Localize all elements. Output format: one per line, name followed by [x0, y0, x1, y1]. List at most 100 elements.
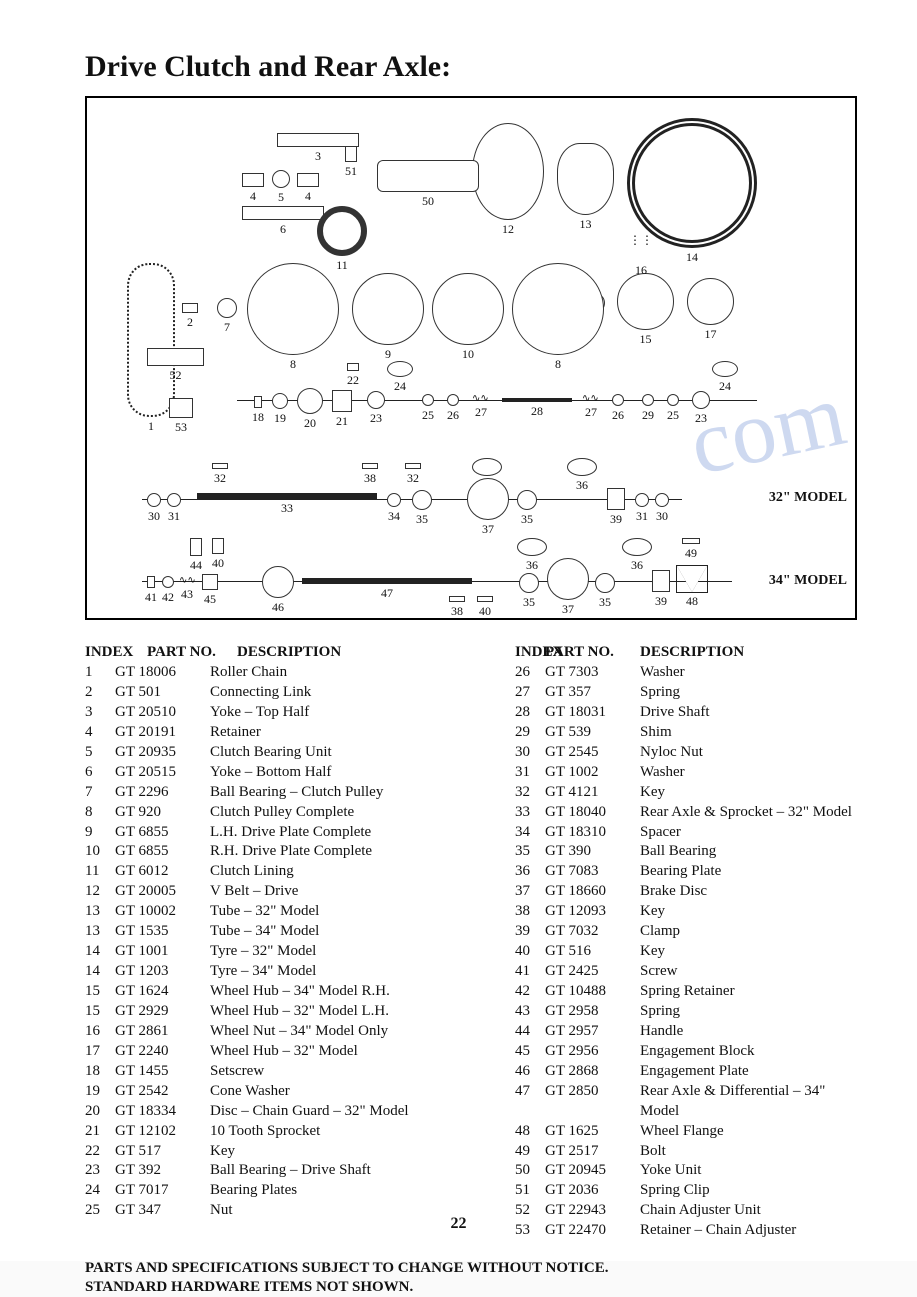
cell-description: Wheel Flange [640, 1122, 857, 1142]
diagram-part-10: 10 [432, 273, 504, 362]
cell-description: Nyloc Nut [640, 743, 857, 763]
part-number-label: 26 [612, 408, 624, 423]
part-number-label: 37 [562, 602, 574, 617]
cell-description: Ball Bearing – Clutch Pulley [210, 783, 485, 803]
part-number-label: 16 [635, 263, 647, 278]
table-row: 15GT 2929Wheel Hub – 32" Model L.H. [85, 1002, 485, 1022]
part-number-label: 2 [187, 315, 193, 330]
cell-index: 49 [515, 1142, 545, 1162]
diagram-part-47: 47 [302, 578, 472, 601]
cell-description: Key [210, 1142, 485, 1162]
part-number-label: 15 [640, 332, 652, 347]
cell-partno: GT 10488 [545, 982, 640, 1002]
cell-index: 31 [515, 763, 545, 783]
part-shape [692, 391, 710, 409]
diagram-part-44: 44 [190, 538, 202, 573]
part-number-label: 11 [336, 258, 348, 273]
part-shape [242, 206, 324, 220]
cell-partno: GT 2240 [115, 1042, 210, 1062]
cell-partno: GT 2036 [545, 1181, 640, 1201]
cell-description: Yoke Unit [640, 1161, 857, 1181]
part-shape: ∿∿ [472, 395, 490, 403]
part-shape [387, 361, 413, 377]
cell-index: 50 [515, 1161, 545, 1181]
part-number-label: 30 [148, 509, 160, 524]
cell-description: Yoke – Bottom Half [210, 763, 485, 783]
cell-index: 29 [515, 723, 545, 743]
part-shape [362, 463, 378, 469]
part-number-label: 35 [523, 595, 535, 610]
part-shape [557, 143, 614, 215]
diagram-part-40: 40 [212, 538, 224, 571]
cell-description: Connecting Link [210, 683, 485, 703]
cell-index: 7 [85, 783, 115, 803]
table-row: 24GT 7017Bearing Plates [85, 1181, 485, 1201]
part-number-label: 43 [181, 587, 193, 602]
part-shape [567, 458, 597, 476]
part-shape [467, 478, 509, 520]
table-row: 31GT 1002Washer [515, 763, 857, 783]
table-row: 37GT 18660Brake Disc [515, 882, 857, 902]
cell-index: 6 [85, 763, 115, 783]
cell-index: 44 [515, 1022, 545, 1042]
diagram-part-43: ∿∿43 [179, 577, 195, 602]
diagram-part-48: 48 [677, 566, 707, 609]
cell-partno: GT 2929 [115, 1002, 210, 1022]
cell-partno: GT 2861 [115, 1022, 210, 1042]
part-number-label: 46 [272, 600, 284, 615]
diagram-part-24: 24 [387, 361, 413, 394]
cell-description: Washer [640, 663, 857, 683]
part-shape [352, 273, 424, 345]
cell-partno: GT 7083 [545, 862, 640, 882]
part-shape [547, 558, 589, 600]
cell-partno: GT 7017 [115, 1181, 210, 1201]
diagram-part-52: 52 [147, 348, 204, 383]
cell-description: Setscrew [210, 1062, 485, 1082]
part-number-label: 9 [385, 347, 391, 362]
cell-partno: GT 920 [115, 803, 210, 823]
cell-description: Engagement Plate [640, 1062, 857, 1082]
part-number-label: 1 [148, 419, 154, 434]
cell-description: Nut [210, 1201, 485, 1221]
table-row: 16GT 2861Wheel Nut – 34" Model Only [85, 1022, 485, 1042]
diagram-part-49: 49 [682, 538, 700, 561]
part-number-label: 52 [170, 368, 182, 383]
cell-partno: GT 1002 [545, 763, 640, 783]
part-shape [472, 458, 502, 476]
cell-index: 41 [515, 962, 545, 982]
cell-partno: GT 1001 [115, 942, 210, 962]
part-number-label: 25 [422, 408, 434, 423]
diagram-part-37: 37 [547, 558, 589, 617]
part-number-label: 51 [345, 164, 357, 179]
part-shape [712, 361, 738, 377]
diagram-part-29: 29 [642, 394, 654, 423]
part-shape [277, 133, 359, 147]
diagram-part-13: 13 [557, 143, 614, 232]
diagram-part-36: 36 [622, 538, 652, 573]
part-shape [519, 573, 539, 593]
diagram-part-32: 32 [405, 463, 421, 486]
part-shape [217, 298, 237, 318]
table-row: 11GT 6012Clutch Lining [85, 862, 485, 882]
cell-description: Disc – Chain Guard – 32" Model [210, 1102, 485, 1122]
cell-description: Clutch Lining [210, 862, 485, 882]
cell-partno: GT 2545 [545, 743, 640, 763]
part-shape [449, 596, 465, 602]
table-row: 9GT 6855L.H. Drive Plate Complete [85, 823, 485, 843]
table-row: 15GT 1624Wheel Hub – 34" Model R.H. [85, 982, 485, 1002]
part-number-label: 33 [281, 501, 293, 516]
diagram-part-41: 41 [145, 576, 157, 605]
diagram-part-4: 4 [297, 173, 319, 204]
part-number-label: 29 [642, 408, 654, 423]
part-shape [297, 388, 323, 414]
part-shape: ∿∿ [582, 395, 600, 403]
cell-description: Clamp [640, 922, 857, 942]
part-number-label: 23 [370, 411, 382, 426]
diagram-part-4: 4 [242, 173, 264, 204]
diagram-part-17: 17 [687, 278, 734, 342]
table-row: 18GT 1455Setscrew [85, 1062, 485, 1082]
part-number-label: 27 [585, 405, 597, 420]
footer-line-1: PARTS AND SPECIFICATIONS SUBJECT TO CHAN… [85, 1259, 857, 1278]
part-number-label: 37 [482, 522, 494, 537]
cell-description: Yoke – Top Half [210, 703, 485, 723]
